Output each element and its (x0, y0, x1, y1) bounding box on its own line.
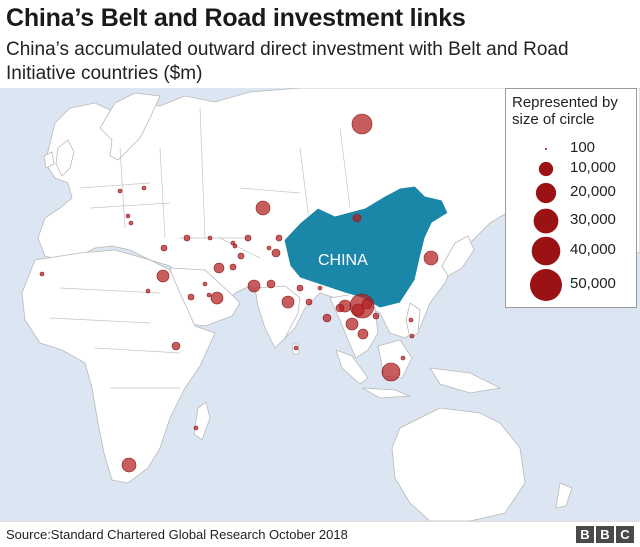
investment-bubble (352, 213, 362, 223)
investment-bubble (271, 248, 281, 258)
investment-bubble (372, 312, 380, 320)
legend-label: 20,000 (570, 183, 616, 200)
investment-bubble (237, 252, 245, 260)
sumatra (335, 349, 369, 385)
investment-bubble (229, 263, 237, 271)
bbc-logo-letter: B (596, 526, 614, 543)
investment-bubble (381, 362, 401, 382)
investment-bubble (293, 345, 299, 351)
legend-circle (530, 269, 562, 301)
country-borders (49, 107, 351, 389)
bbc-logo-letter: C (616, 526, 634, 543)
investment-bubble (207, 235, 213, 241)
chart-title: China’s Belt and Road investment links (6, 4, 466, 32)
investment-bubble (345, 317, 359, 331)
legend-label: 100 (570, 139, 596, 156)
investment-bubbles (39, 113, 439, 473)
legend: Represented by size of circle 100 10,000… (505, 88, 637, 308)
legend-label: 10,000 (570, 159, 616, 176)
investment-bubble (322, 313, 332, 323)
china-label: CHINA (318, 252, 368, 269)
investment-bubble (409, 333, 415, 339)
legend-circle (538, 161, 554, 177)
investment-bubble (423, 250, 439, 266)
australia (391, 407, 526, 521)
legend-svg (530, 148, 562, 301)
map-svg: CHINA (21, 88, 640, 521)
legend-label: 40,000 (570, 241, 616, 258)
investment-bubble (244, 234, 252, 242)
investment-bubble (145, 288, 151, 294)
china-region (283, 185, 449, 309)
investment-bubble (187, 293, 195, 301)
ireland (43, 151, 55, 169)
source-note: Source:Standard Chartered Global Researc… (6, 527, 348, 542)
investment-bubble (351, 303, 365, 317)
investment-bubble (232, 243, 238, 249)
legend-circle (533, 208, 559, 234)
new-zealand (555, 482, 573, 509)
investment-bubble (351, 113, 373, 135)
great-britain (55, 139, 75, 177)
investment-bubble (183, 234, 191, 242)
investment-bubble (317, 285, 323, 291)
legend-circle (535, 182, 557, 204)
investment-bubble (275, 234, 283, 242)
investment-bubble (117, 188, 123, 194)
investment-bubble (255, 200, 271, 216)
investment-bubble (125, 213, 131, 219)
investment-bubble (171, 341, 181, 351)
legend-label: 50,000 (570, 275, 616, 292)
india (254, 285, 301, 349)
investment-bubble (266, 245, 272, 251)
legend-label: 30,000 (570, 211, 616, 228)
new-guinea (429, 367, 502, 394)
bbc-logo: B B C (576, 526, 634, 543)
investment-bubble (400, 355, 406, 361)
investment-bubble (361, 298, 373, 310)
investment-bubble (210, 291, 224, 305)
investment-bubble (213, 262, 225, 274)
investment-bubble (266, 279, 276, 289)
africa (21, 249, 216, 484)
investment-bubble (193, 425, 199, 431)
investment-bubble (202, 281, 208, 287)
java (361, 387, 411, 399)
legend-circle (531, 236, 561, 266)
investment-bubble (357, 328, 369, 340)
japan (441, 235, 475, 277)
legend-title: Represented by size of circle (512, 94, 618, 128)
investment-bubble (247, 279, 261, 293)
investment-bubble (408, 317, 414, 323)
footer-rule (0, 521, 640, 522)
investment-bubble (305, 298, 313, 306)
investment-bubble (281, 295, 295, 309)
bbc-logo-letter: B (576, 526, 594, 543)
chart-subtitle: China’s accumulated outward direct inves… (6, 39, 569, 84)
madagascar (193, 401, 211, 441)
legend-circle (545, 148, 547, 150)
investment-bubble (39, 271, 45, 277)
investment-bubble (141, 185, 147, 191)
investment-bubble (160, 244, 168, 252)
scandinavia (99, 92, 161, 161)
investment-bubble (335, 303, 345, 313)
investment-bubble (206, 292, 212, 298)
investment-bubble (121, 457, 137, 473)
investment-bubble (156, 269, 170, 283)
investment-bubble (128, 220, 134, 226)
investment-bubble (296, 284, 304, 292)
